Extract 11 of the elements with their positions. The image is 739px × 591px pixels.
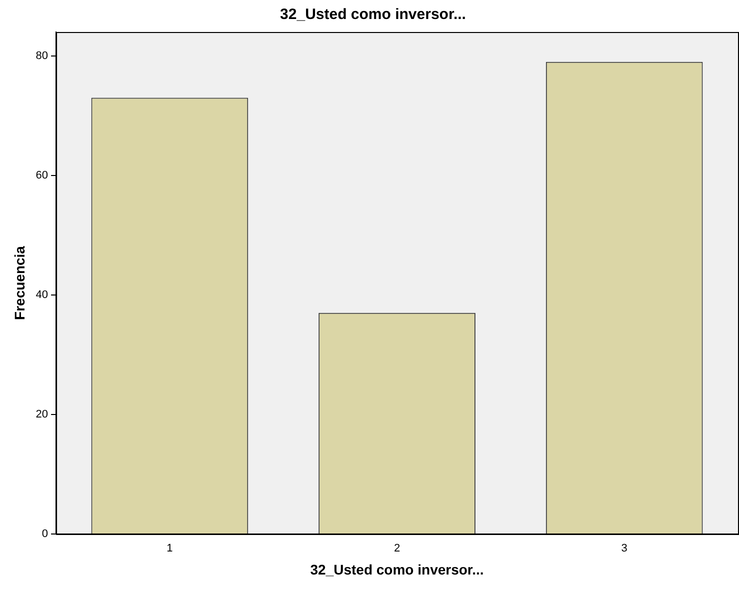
x-tick-label: 2 [394, 542, 400, 555]
y-tick-label: 0 [42, 528, 48, 540]
x-tick-label: 1 [166, 542, 173, 555]
y-tick-label: 80 [36, 50, 48, 62]
y-tick-label: 60 [36, 169, 48, 182]
y-tick-label: 20 [36, 408, 48, 421]
x-axis-title: 32_Usted como inversor... [310, 561, 484, 578]
y-axis-title: Frecuencia [11, 246, 28, 320]
chart-title: 32_Usted como inversor... [280, 6, 466, 24]
x-tick-label: 3 [621, 542, 628, 555]
y-tick-label: 40 [36, 288, 48, 301]
